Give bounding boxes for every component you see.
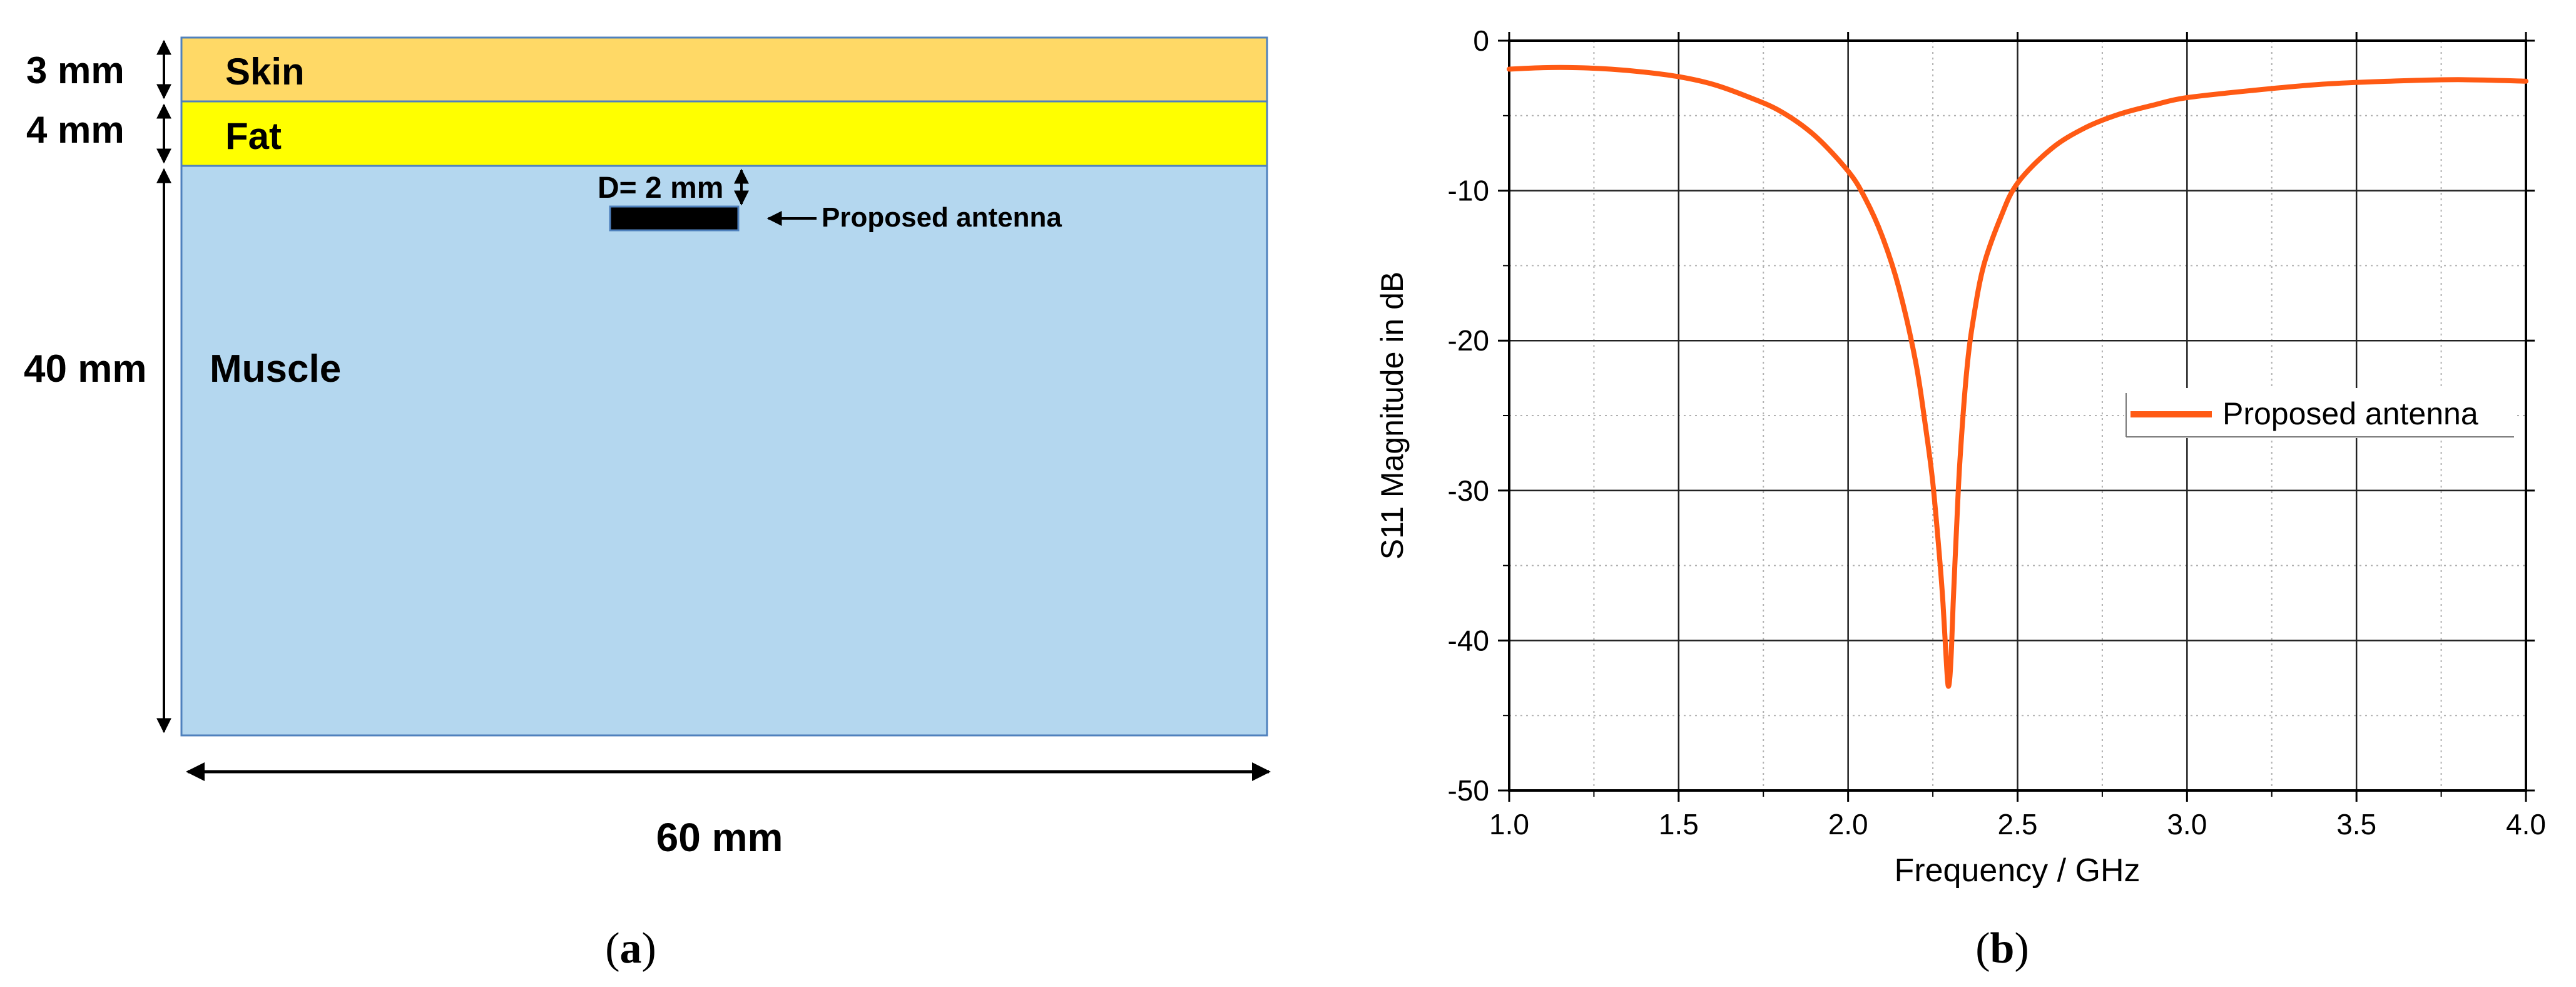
legend-label: Proposed antenna	[2222, 396, 2478, 431]
caption-a: (a)	[605, 924, 656, 973]
y-tick-label: -10	[1448, 175, 1489, 207]
panel-a-tissue-model: Skin Fat Muscle 3 mm 4 mm 40 mm D= 2 mm …	[24, 36, 1271, 973]
major-grid	[1509, 41, 2526, 790]
x-axis-label: Frequency / GHz	[1894, 852, 2140, 889]
skin-label: Skin	[225, 51, 305, 93]
legend: Proposed antenna	[2124, 388, 2515, 438]
x-tick-label: 2.0	[1828, 808, 1868, 841]
panel-b-s11-chart: 1.0 1.5 2.0 2.5 3.0 3.5 4.0 0 -10 -20 -30 -40 -50 F…	[1375, 24, 2546, 973]
muscle-label: Muscle	[210, 347, 341, 391]
skin-layer	[180, 36, 1268, 103]
fat-thickness-label: 4 mm	[26, 109, 125, 151]
caption-b: (b)	[1975, 924, 2029, 973]
antenna-label: Proposed antenna	[822, 202, 1062, 233]
plot-frame	[1508, 39, 2527, 792]
x-tick-label: 1.5	[1659, 808, 1699, 841]
muscle-layer	[180, 165, 1268, 737]
y-tick-label: -50	[1448, 774, 1489, 807]
depth-label: D= 2 mm	[598, 171, 723, 205]
series-line-proposed-antenna	[1507, 64, 2528, 689]
skin-thickness-label: 3 mm	[26, 49, 125, 91]
x-tick-label: 3.0	[2167, 808, 2207, 841]
y-axis-label: S11 Magnitude in dB	[1375, 272, 1410, 560]
series-layer	[1507, 64, 2528, 689]
y-tick-labels: 0 -10 -20 -30 -40 -50	[1448, 24, 1489, 807]
x-tick-label: 2.5	[1998, 808, 2038, 841]
x-tick-label: 4.0	[2506, 808, 2546, 841]
y-tick-label: -40	[1448, 624, 1489, 657]
antenna-block	[609, 205, 740, 232]
x-tick-label: 1.0	[1489, 808, 1529, 841]
fat-label: Fat	[225, 115, 282, 157]
y-tick-label: -30	[1448, 474, 1489, 507]
x-tick-label: 3.5	[2336, 808, 2376, 841]
fat-layer	[180, 100, 1268, 167]
muscle-thickness-label: 40 mm	[24, 347, 146, 391]
x-tick-labels: 1.0 1.5 2.0 2.5 3.0 3.5 4.0	[1489, 808, 2546, 841]
y-tick-label: -20	[1448, 324, 1489, 357]
y-tick-label: 0	[1473, 24, 1489, 57]
width-label: 60 mm	[656, 815, 783, 860]
